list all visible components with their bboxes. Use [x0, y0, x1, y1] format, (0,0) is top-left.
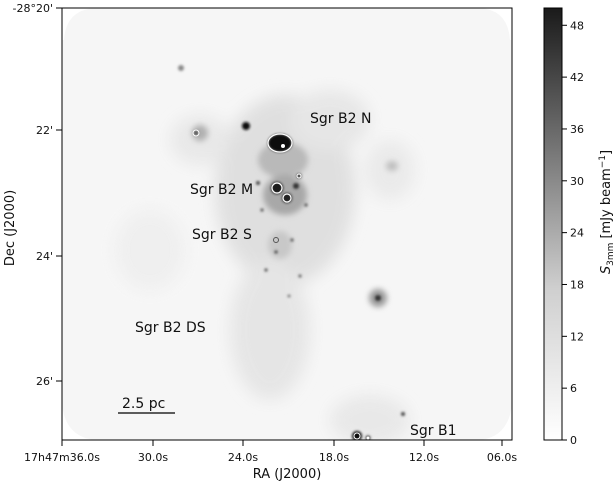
y-axis-label: Dec (J2000)	[3, 190, 18, 266]
colorbar-tick-label: 12	[570, 330, 584, 343]
colorbar-label-unit: [mJy beam	[599, 168, 613, 238]
x-tick-label: 06.0s	[487, 451, 517, 464]
scale-bar-label: 2.5 pc	[122, 396, 165, 412]
continuum-map	[62, 8, 512, 440]
colorbar-label-sub: 3mm	[606, 243, 613, 266]
y-axis: -28°20' 22' 24' 26' Dec (J2000)	[3, 2, 62, 388]
colorbar: 0 6 12 18 24 30 36 42 48 S3mm [mJy beam−1]	[543, 7, 613, 447]
y-tick-label: -28°20'	[13, 2, 54, 15]
colorbar-tick-label: 0	[570, 434, 577, 447]
x-axis-label: RA (J2000)	[253, 467, 322, 482]
colorbar-tick-label: 6	[570, 382, 577, 395]
x-tick-label: 17h47m36.0s	[24, 451, 100, 464]
colorbar-tick-label: 24	[570, 227, 584, 240]
colorbar-tick-label: 48	[570, 19, 584, 32]
label-sgr-b2-m: Sgr B2 M	[190, 182, 253, 198]
colorbar-label-main: S	[599, 266, 613, 274]
colorbar-tick-label: 42	[570, 71, 584, 84]
x-axis: 17h47m36.0s 30.0s 24.0s 18.0s 12.0s 06.0…	[24, 440, 517, 482]
colorbar-label-close: ]	[599, 150, 613, 155]
x-tick-label: 24.0s	[228, 451, 258, 464]
scale-bar: 2.5 pc	[118, 396, 175, 414]
label-sgr-b1: Sgr B1	[410, 423, 457, 439]
label-sgr-b2-s: Sgr B2 S	[192, 227, 252, 243]
colorbar-label: S3mm [mJy beam−1]	[598, 150, 613, 274]
label-sgr-b2-n: Sgr B2 N	[310, 111, 371, 127]
map-frame	[61, 7, 513, 441]
y-tick-label: 26'	[36, 375, 53, 388]
label-sgr-b2-ds: Sgr B2 DS	[135, 320, 206, 336]
x-tick-label: 12.0s	[409, 451, 439, 464]
colorbar-tick-label: 36	[570, 123, 584, 136]
colorbar-tick-label: 18	[570, 278, 584, 291]
colorbar-gradient	[543, 7, 563, 441]
x-tick-label: 30.0s	[138, 451, 168, 464]
y-tick-label: 24'	[36, 250, 53, 263]
y-tick-label: 22'	[36, 124, 53, 137]
colorbar-tick-label: 30	[570, 175, 584, 188]
x-tick-label: 18.0s	[319, 451, 349, 464]
colorbar-label-exp: −1	[598, 155, 608, 168]
